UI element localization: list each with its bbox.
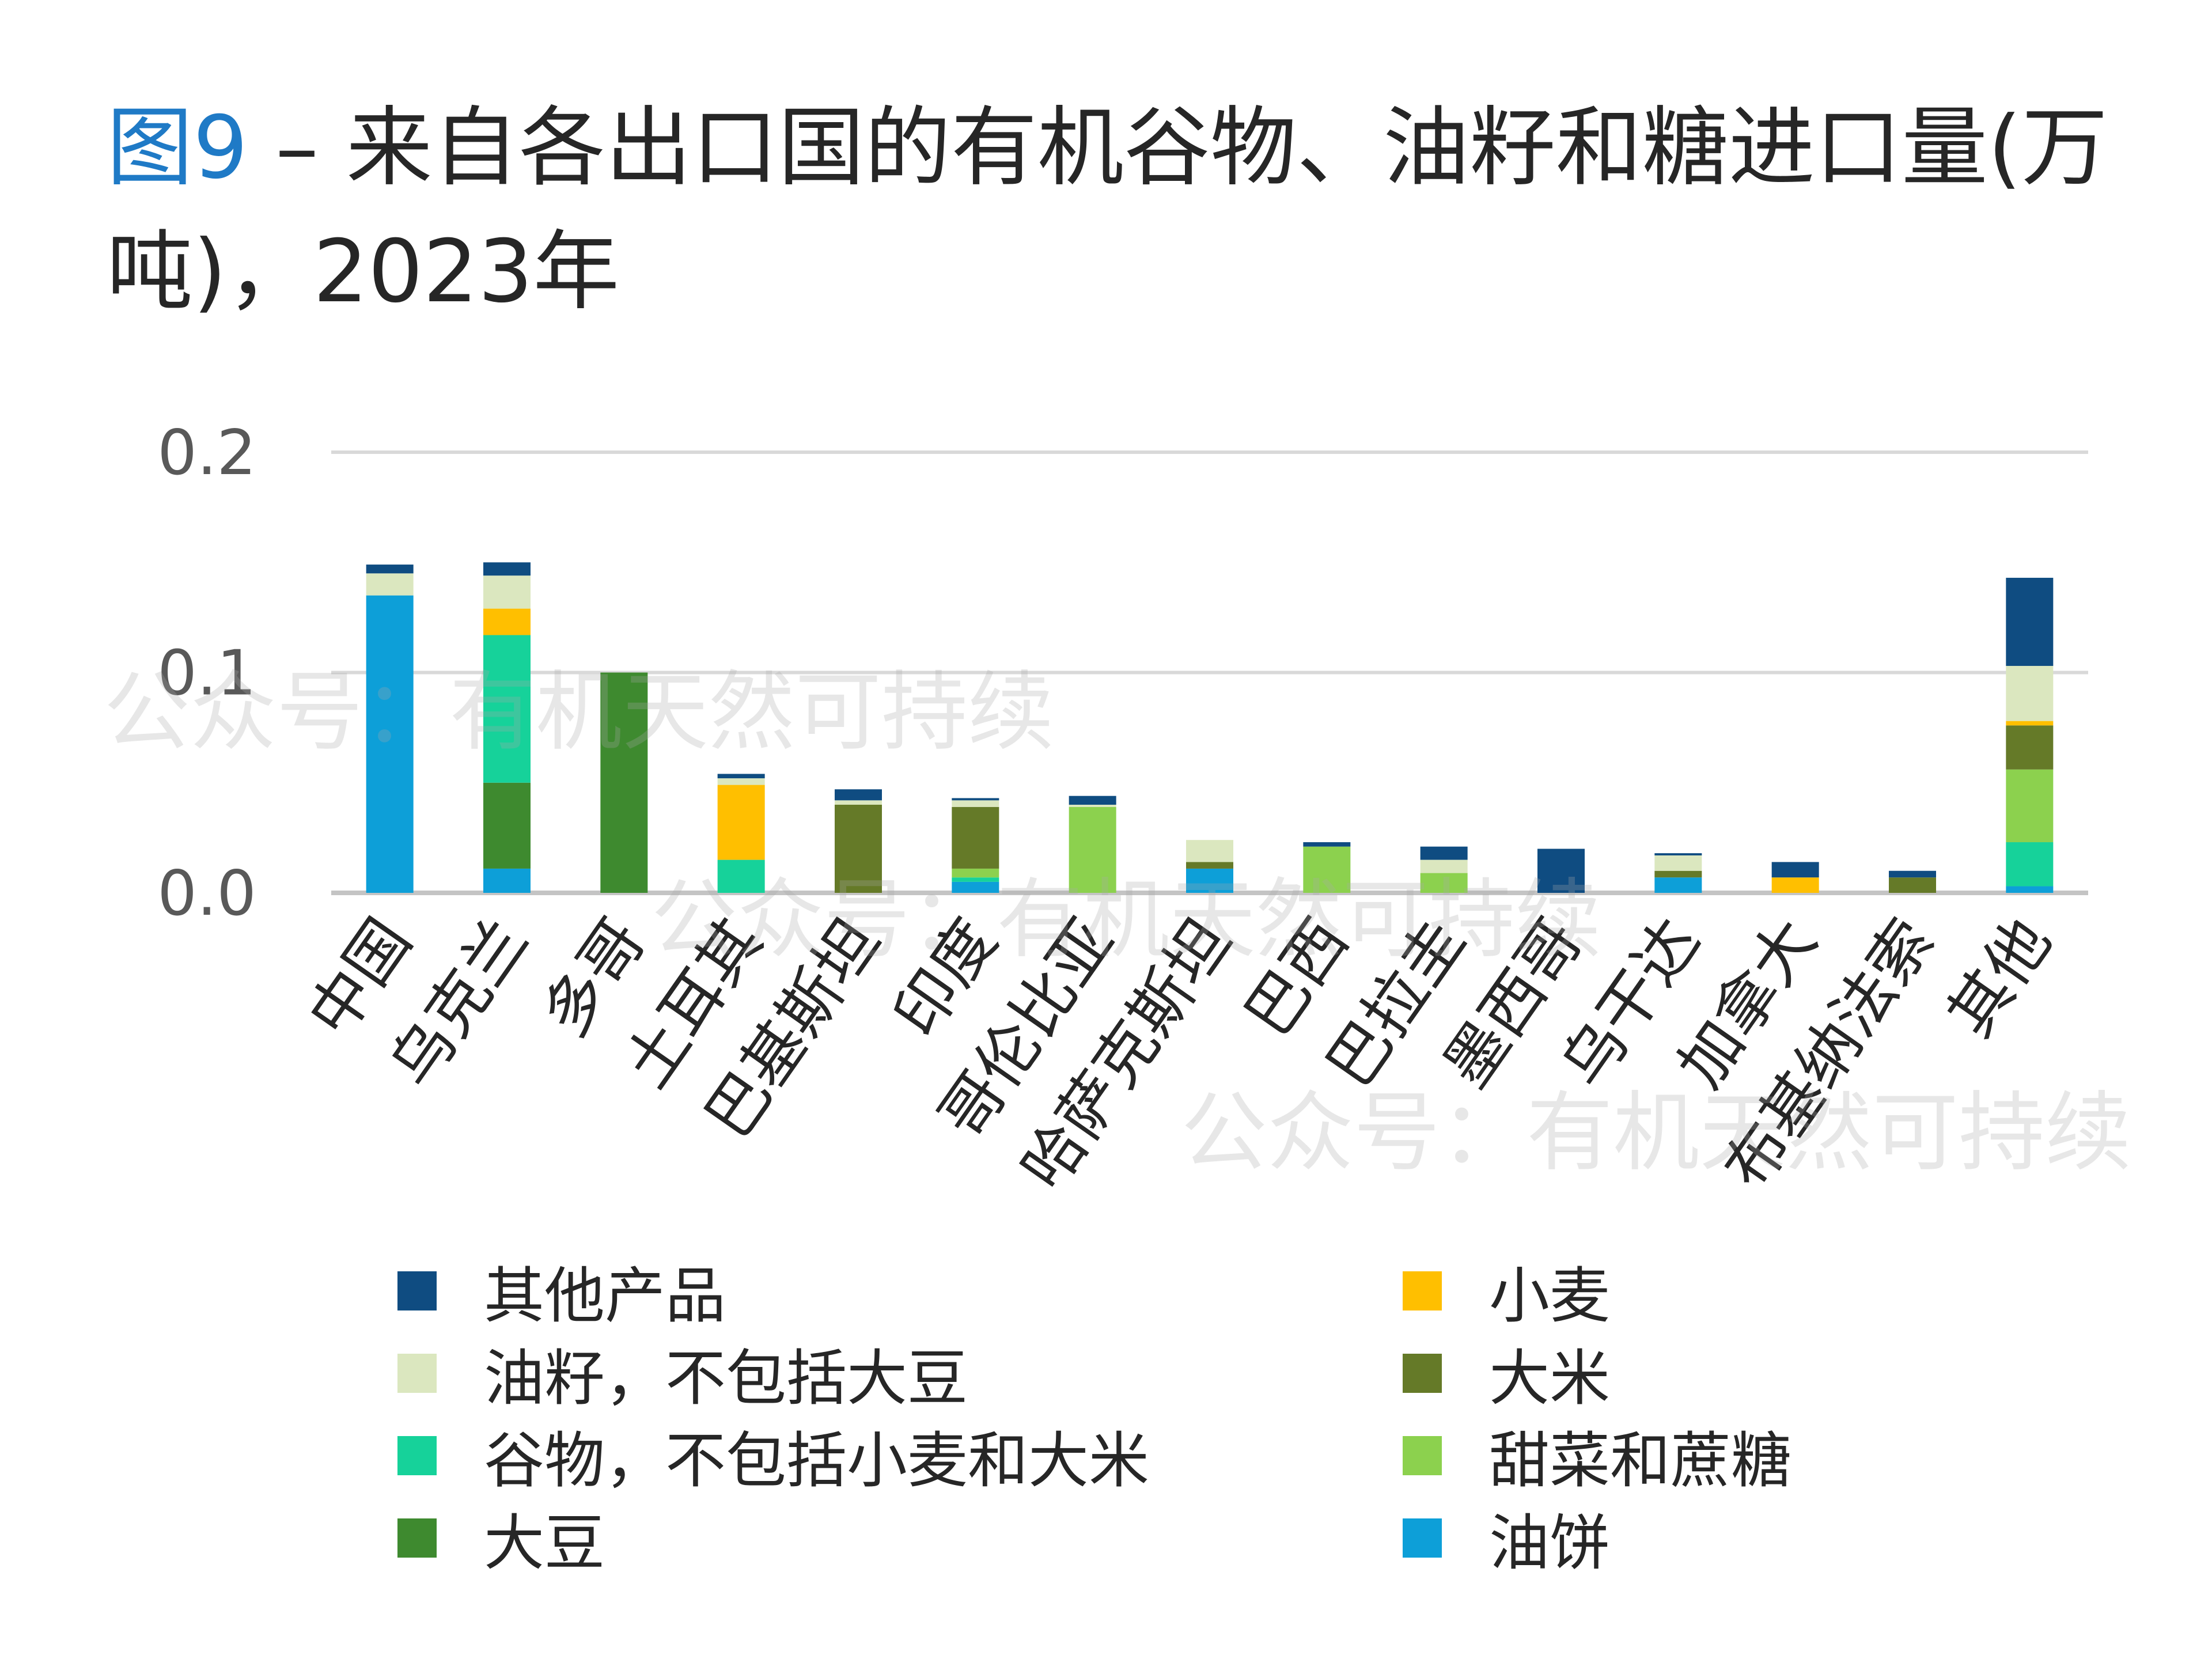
bar-segment xyxy=(1889,877,1936,893)
legend-swatch xyxy=(397,1354,437,1393)
bar-segment xyxy=(835,800,882,805)
legend-label: 其他产品 xyxy=(484,1261,726,1331)
bar-segment xyxy=(483,562,531,576)
title-text: – 来自各出口国的有机谷物、油籽和糖进口量(万吨)，2023年 xyxy=(107,98,2108,322)
legend-swatch xyxy=(397,1271,437,1310)
bar-segment xyxy=(366,595,414,893)
y-axis-ticks: 0.0 0.1 0.2 xyxy=(157,417,256,930)
bar-segment xyxy=(366,573,414,596)
legend-item: 油饼 xyxy=(1403,1494,1610,1582)
bar-segment xyxy=(483,575,531,609)
bar-segment xyxy=(1420,846,1468,860)
bar-segment xyxy=(1420,859,1468,873)
bar-segment xyxy=(1186,868,1233,893)
legend-label: 大米 xyxy=(1489,1343,1611,1414)
legend-swatch xyxy=(1403,1354,1442,1393)
legend-item: 谷物，不包括小麦和大米 xyxy=(397,1412,1149,1499)
bar-segment xyxy=(1889,870,1936,878)
y-tick-label: 0.0 xyxy=(157,858,256,930)
bar-segment xyxy=(1303,842,1351,847)
bar-segment xyxy=(1654,853,1702,855)
bar-segment xyxy=(952,877,999,882)
chart-title: 图9 – 来自各出口国的有机谷物、油籽和糖进口量(万吨)，2023年 xyxy=(107,86,2123,334)
figure-number: 图9 xyxy=(107,98,248,198)
bar-segment xyxy=(2006,842,2054,887)
bar-segment xyxy=(952,881,999,893)
bar-segment xyxy=(717,859,765,893)
bar-segment xyxy=(2006,886,2054,893)
bar-segment xyxy=(1303,846,1351,893)
bar-segment xyxy=(717,778,765,785)
bar-segment xyxy=(952,868,999,878)
legend-swatch xyxy=(1403,1271,1442,1310)
bar-segment xyxy=(2006,725,2054,770)
bar-segment xyxy=(1654,855,1702,871)
legend-label: 油饼 xyxy=(1489,1508,1611,1578)
bar-segment xyxy=(1654,870,1702,878)
bar-segment xyxy=(600,672,648,893)
bar-segment xyxy=(952,806,999,869)
bar-segment xyxy=(2006,578,2054,666)
legend-label: 油籽，不包括大豆 xyxy=(484,1343,968,1414)
bar-segment xyxy=(952,798,999,801)
bar-segment xyxy=(483,782,531,869)
y-tick-label: 0.2 xyxy=(157,417,256,489)
bar-segment xyxy=(835,789,882,801)
legend-item: 小麦 xyxy=(1403,1247,1610,1335)
legend-item: 其他产品 xyxy=(397,1247,726,1335)
bar-segment xyxy=(2006,721,2054,726)
bar-segment xyxy=(1654,877,1702,893)
bar-segment xyxy=(483,635,531,783)
legend-label: 谷物，不包括小麦和大米 xyxy=(484,1426,1150,1496)
bar-segment xyxy=(1186,862,1233,869)
legend-item: 甜菜和蔗糖 xyxy=(1403,1412,1791,1499)
legend-swatch xyxy=(1403,1436,1442,1475)
bars xyxy=(366,562,2054,893)
bar-segment xyxy=(1420,873,1468,893)
legend-swatch xyxy=(397,1436,437,1475)
bar-segment xyxy=(835,805,882,893)
bar-segment xyxy=(1771,877,1819,893)
bar-segment xyxy=(1537,849,1585,893)
legend-swatch xyxy=(397,1518,437,1558)
bar-segment xyxy=(483,868,531,893)
bar-segment xyxy=(366,565,414,574)
bar-segment xyxy=(1771,862,1819,878)
legend-label: 小麦 xyxy=(1489,1261,1611,1331)
legend-item: 大豆 xyxy=(397,1494,605,1582)
legend-swatch xyxy=(1403,1518,1442,1558)
bar-segment xyxy=(1186,840,1233,862)
bar-segment xyxy=(717,774,765,779)
bar-segment xyxy=(1069,806,1116,893)
bar-segment xyxy=(717,785,765,860)
bar-segment xyxy=(483,608,531,635)
legend-label: 甜菜和蔗糖 xyxy=(1489,1426,1792,1496)
bar-segment xyxy=(1069,796,1116,805)
legend-item: 大米 xyxy=(1403,1330,1610,1417)
bar-segment xyxy=(2006,769,2054,843)
bar-segment xyxy=(1069,805,1116,807)
legend-item: 油籽，不包括大豆 xyxy=(397,1330,968,1417)
legend-label: 大豆 xyxy=(484,1508,605,1578)
y-tick-label: 0.1 xyxy=(157,638,256,710)
bar-segment xyxy=(2006,666,2054,721)
bar-segment xyxy=(952,800,999,807)
